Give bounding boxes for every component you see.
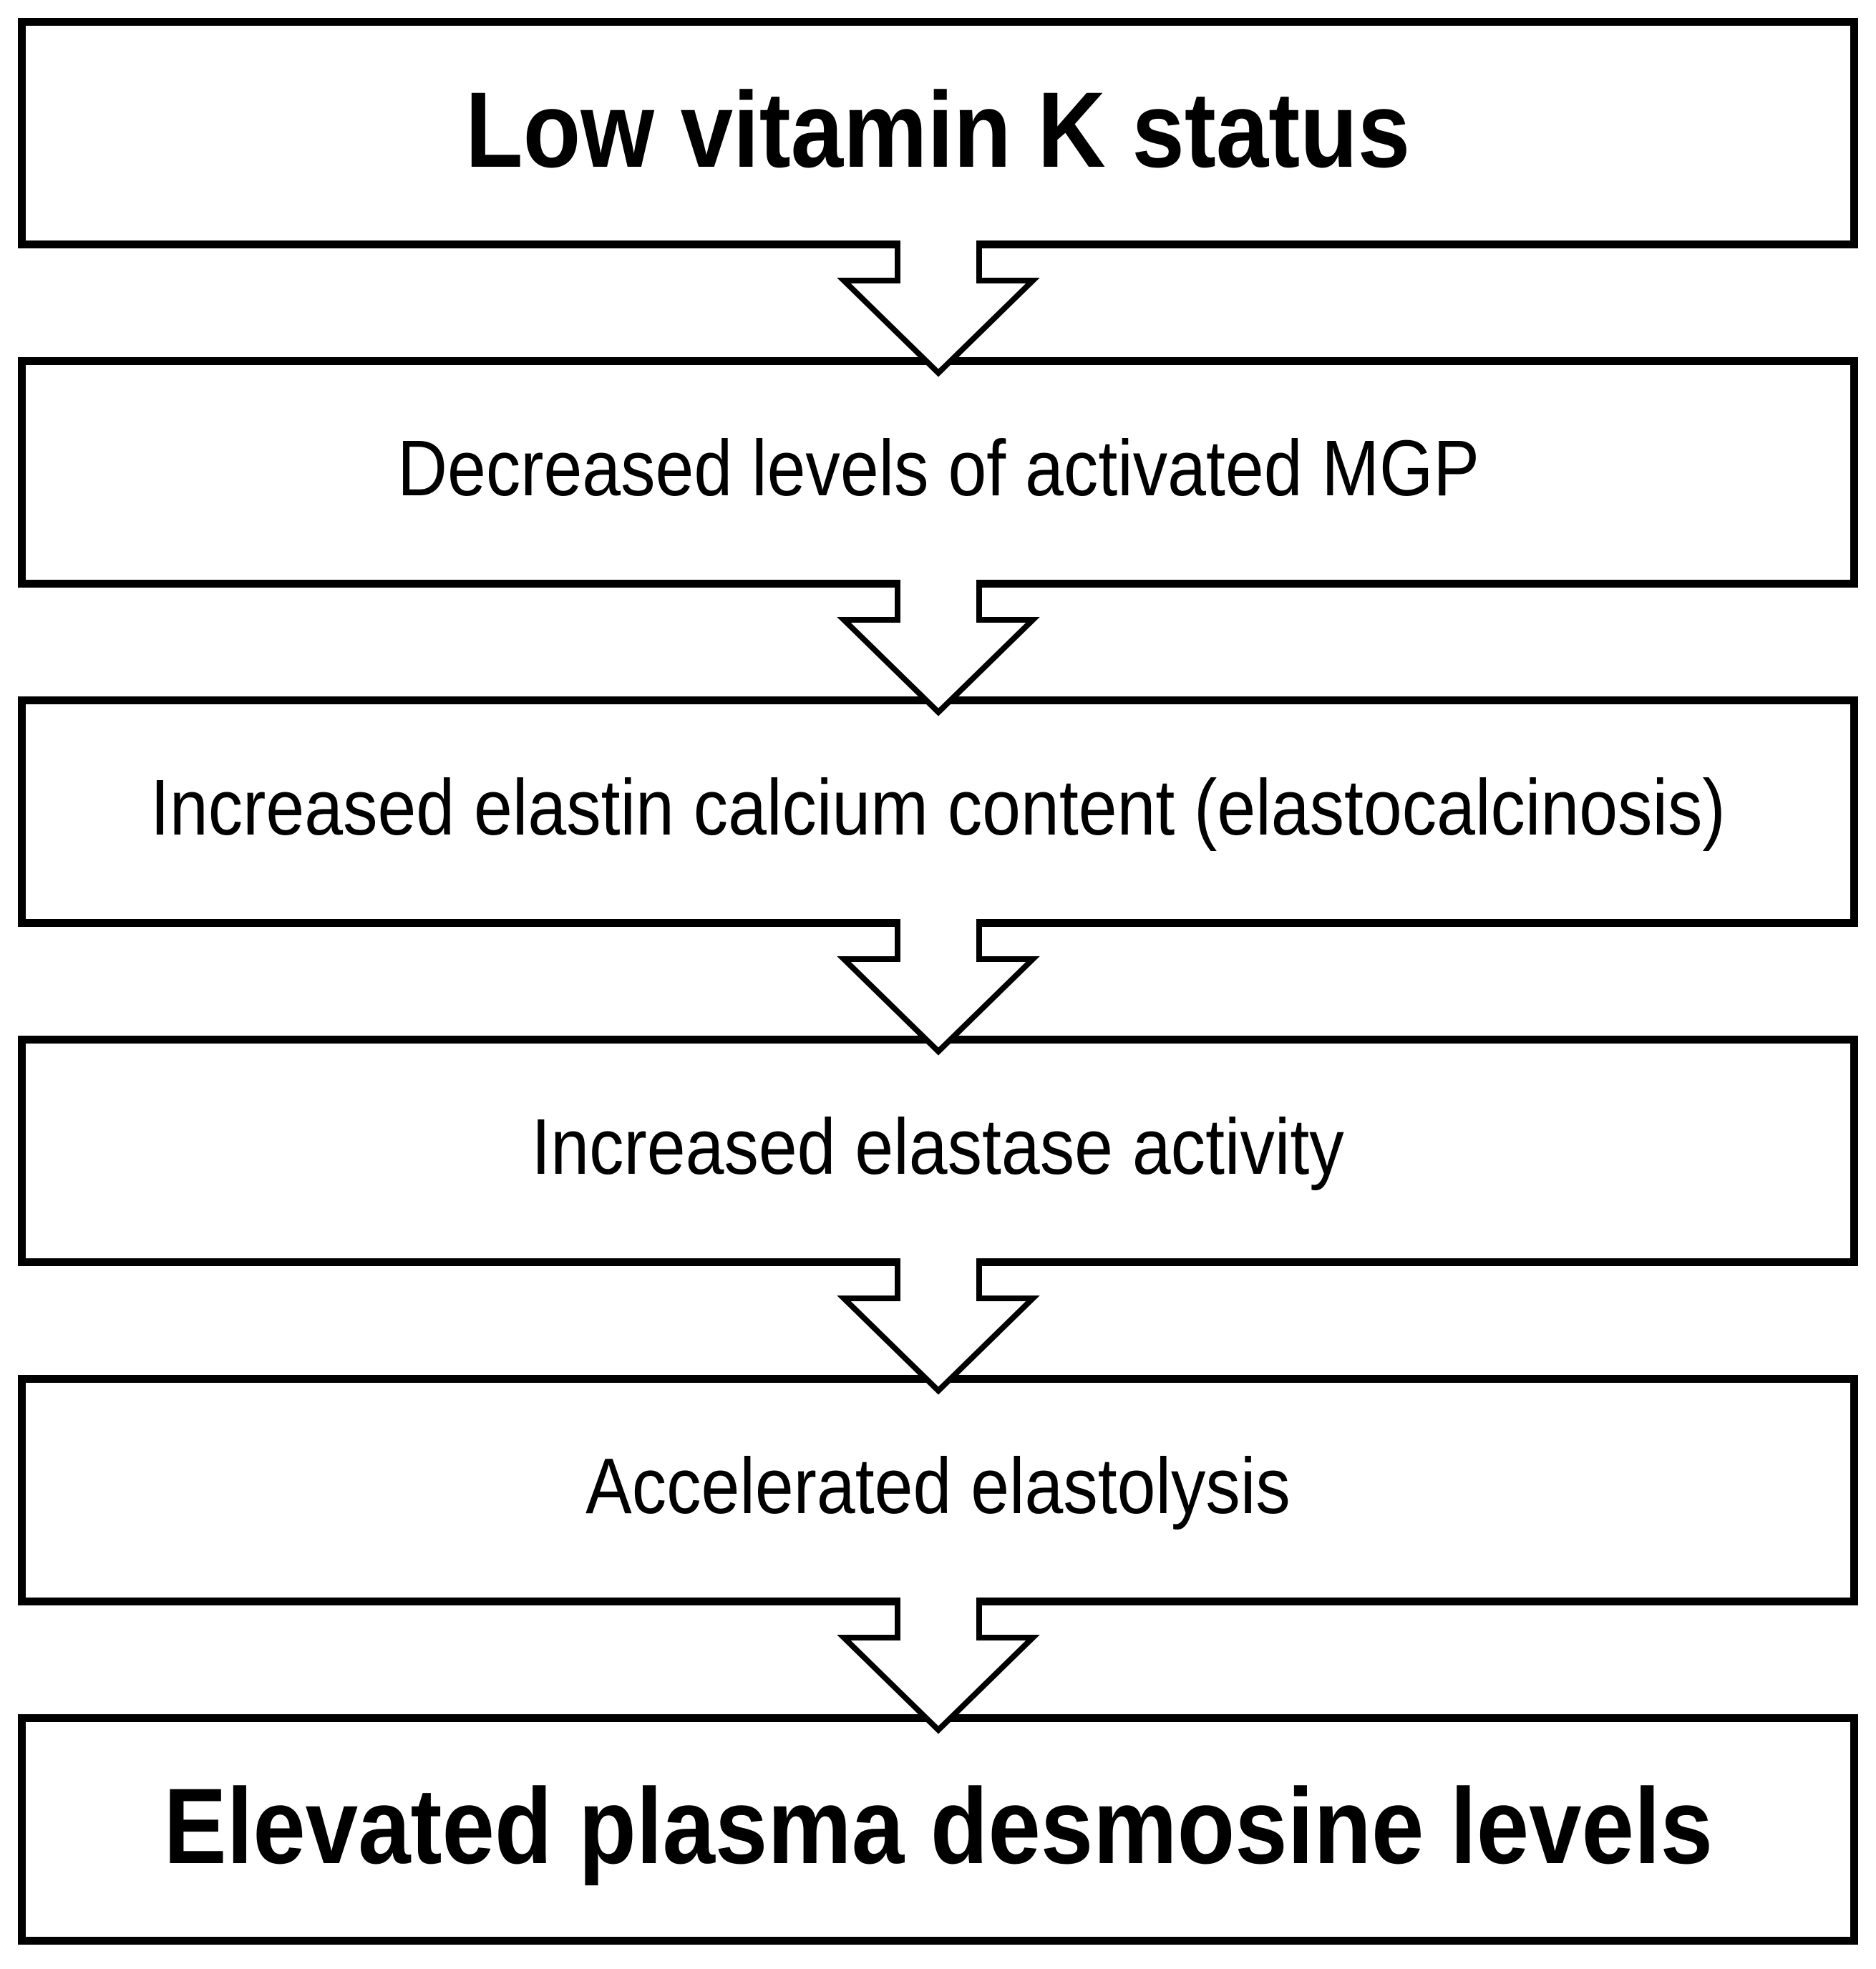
flow-step-elevated-desmosine: Elevated plasma desmosine levels <box>18 1714 1858 1945</box>
flow-step-label: Decreased levels of activated MGP <box>397 424 1479 512</box>
flow-step-label: Low vitamin K status <box>465 69 1411 190</box>
flow-step-label: Increased elastase activity <box>531 1103 1345 1191</box>
down-arrow-icon <box>836 919 1040 1056</box>
down-arrow-icon <box>836 1598 1040 1734</box>
flow-step-elastase-activity: Increased elastase activity <box>18 1036 1858 1266</box>
flow-connector-5 <box>836 1598 1040 1734</box>
flow-step-accelerated-elastolysis: Accelerated elastolysis <box>18 1375 1858 1605</box>
flow-connector-4 <box>836 1258 1040 1395</box>
flow-step-elastocalcinosis: Increased elastin calcium content (elast… <box>18 696 1858 927</box>
flow-connector-1 <box>836 240 1040 377</box>
flow-step-label: Accelerated elastolysis <box>585 1442 1291 1530</box>
flow-connector-3 <box>836 919 1040 1056</box>
flow-step-decreased-mgp: Decreased levels of activated MGP <box>18 357 1858 588</box>
down-arrow-icon <box>836 580 1040 716</box>
down-arrow-icon <box>836 1258 1040 1395</box>
flow-connector-2 <box>836 580 1040 716</box>
flow-step-label: Elevated plasma desmosine levels <box>163 1766 1713 1886</box>
flow-step-low-vitamin-k: Low vitamin K status <box>18 18 1858 248</box>
flow-step-label: Increased elastin calcium content (elast… <box>150 764 1726 852</box>
down-arrow-icon <box>836 240 1040 377</box>
